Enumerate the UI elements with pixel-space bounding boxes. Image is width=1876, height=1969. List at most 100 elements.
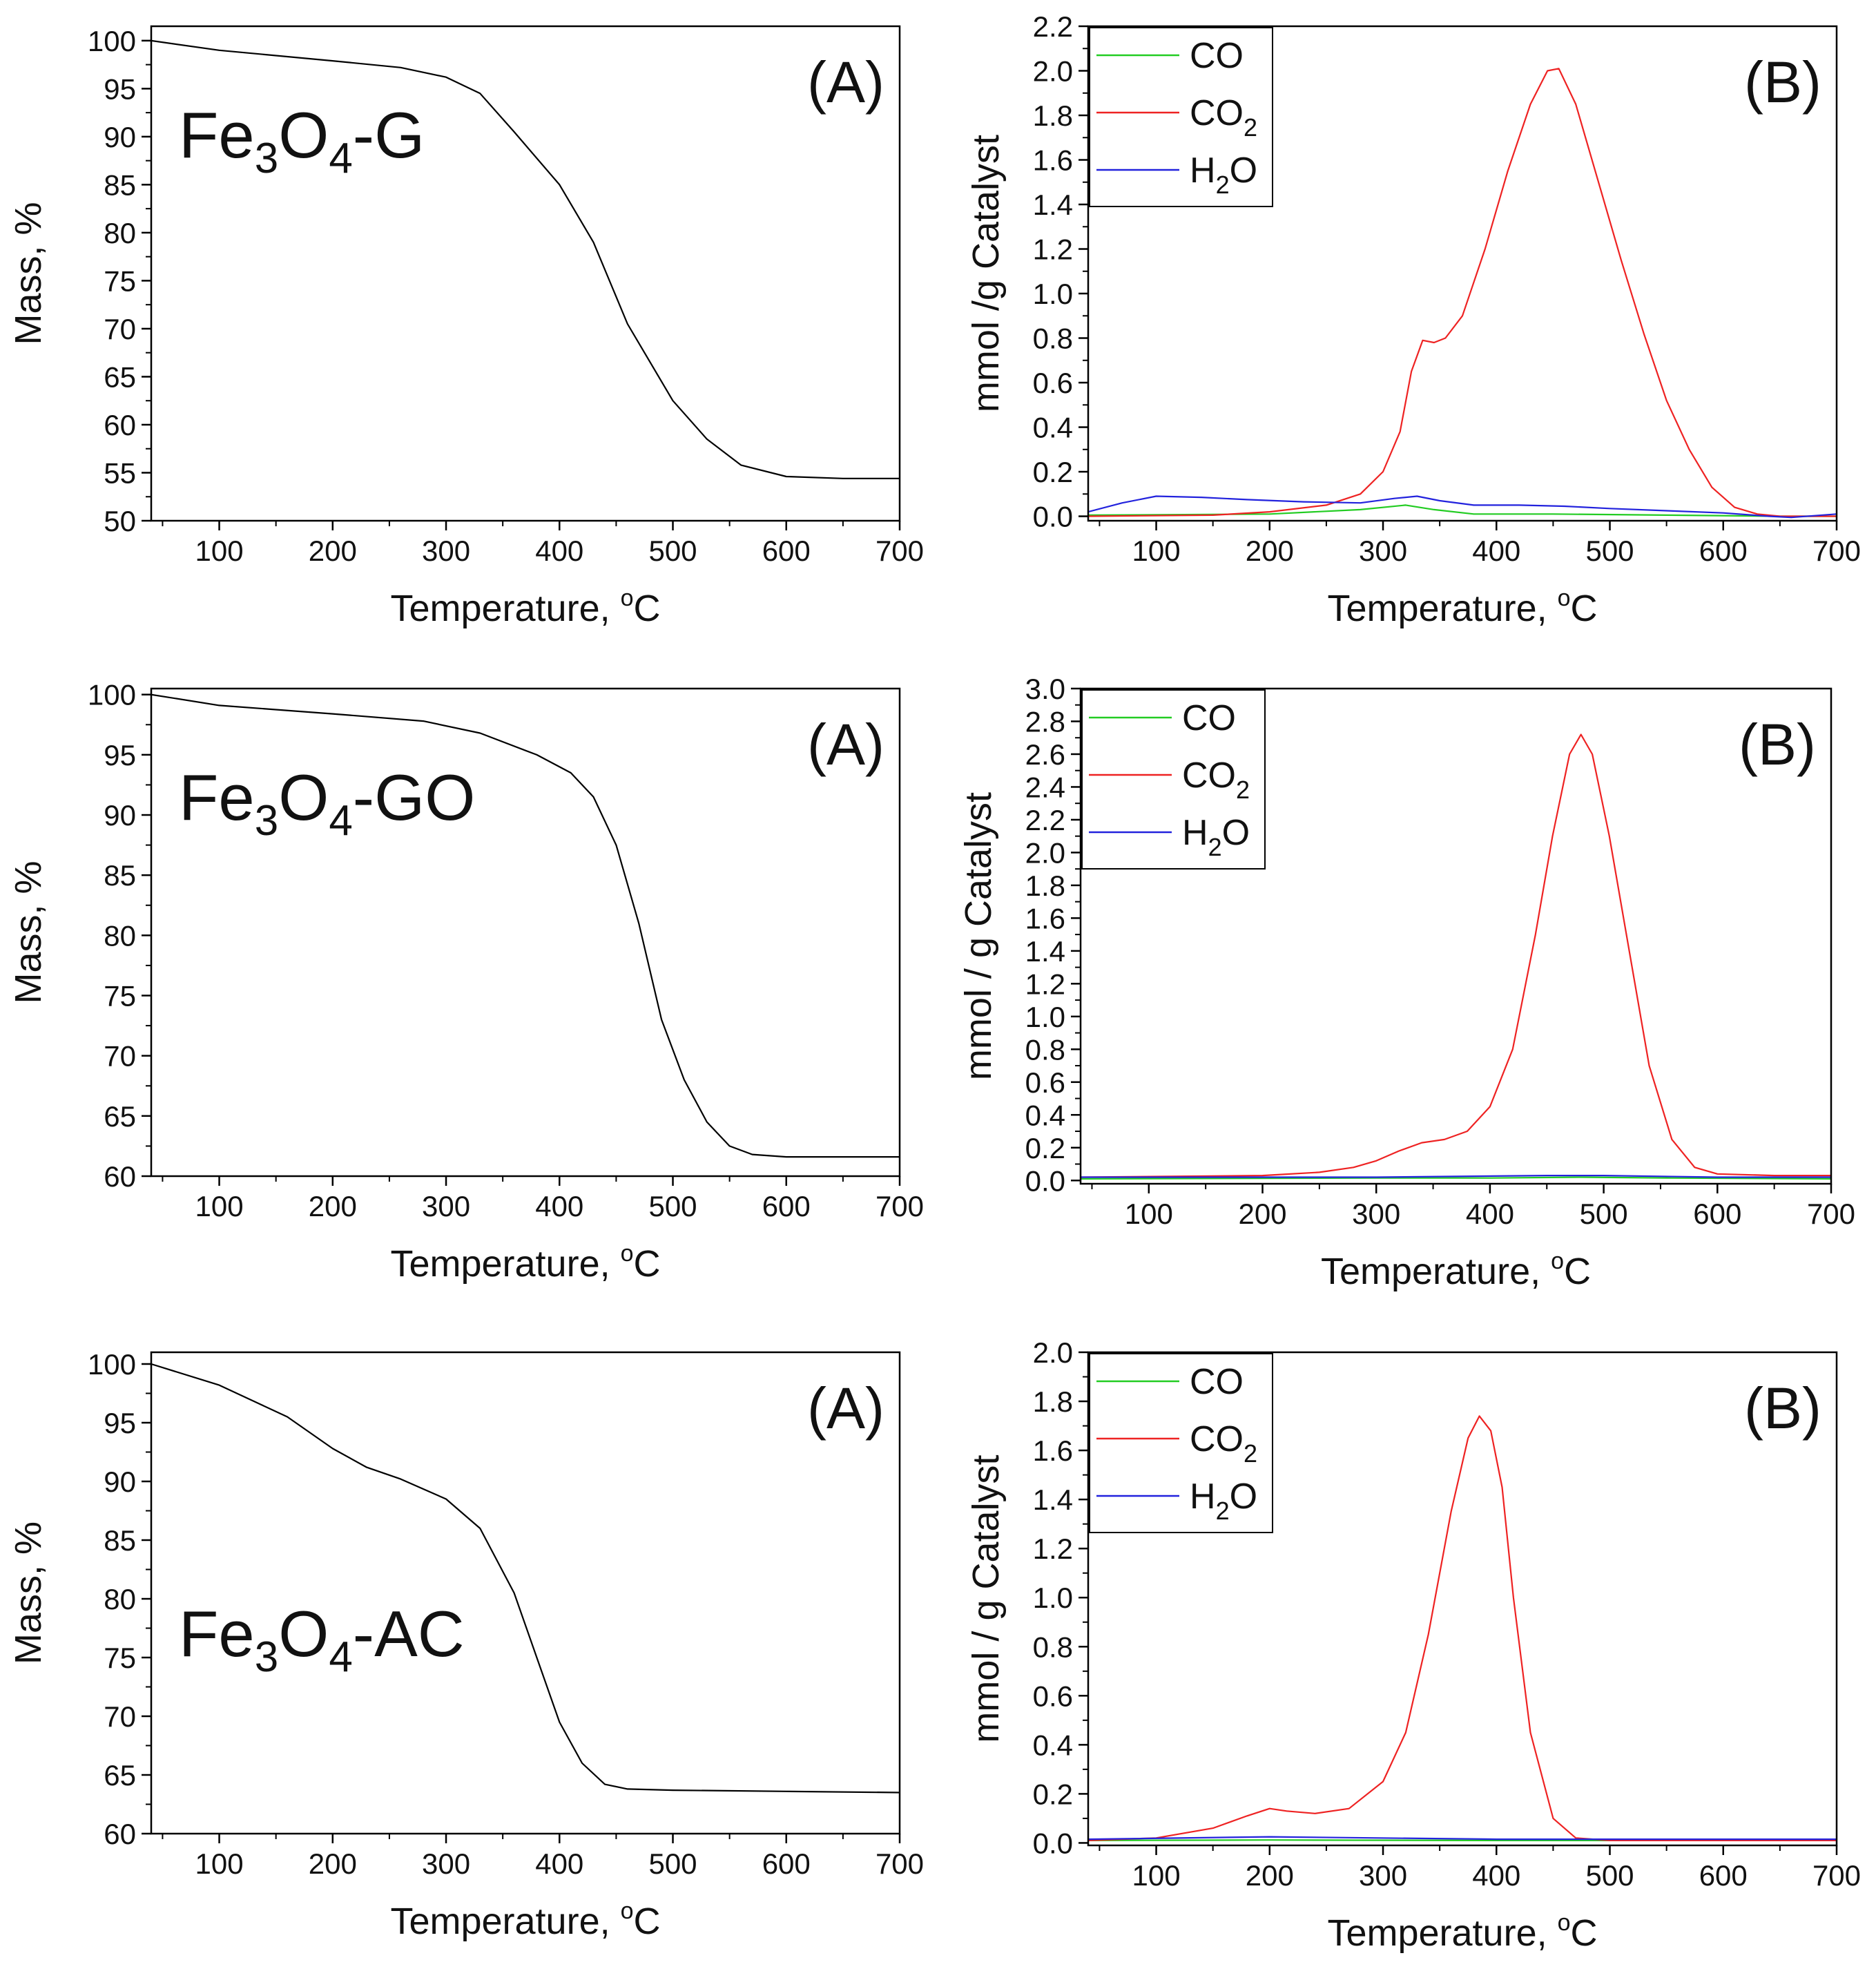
- x-tick-label: 100: [195, 1847, 244, 1880]
- x-axis-title: Temperature, oC: [1321, 1248, 1591, 1292]
- y-tick-label: 1.2: [1033, 1533, 1073, 1565]
- y-axis-title: Mass, %: [8, 202, 49, 345]
- x-tick-label: 400: [1472, 535, 1520, 567]
- x-tick-label: 200: [309, 1847, 357, 1880]
- x-tick-label: 700: [1812, 1859, 1861, 1892]
- x-tick-label: 200: [309, 535, 357, 567]
- y-tick-label: 2.4: [1025, 771, 1065, 803]
- x-axis-title: Temperature, oC: [1327, 1910, 1597, 1954]
- y-tick-label: 75: [104, 1642, 136, 1674]
- x-tick-label: 700: [1812, 535, 1861, 567]
- x-tick-label: 500: [648, 535, 697, 567]
- x-tick-label: 700: [876, 1847, 924, 1880]
- x-tick-label: 300: [1352, 1198, 1400, 1230]
- y-tick-label: 60: [104, 409, 136, 441]
- y-tick-label: 0.4: [1025, 1099, 1065, 1131]
- x-tick-label: 200: [1246, 1859, 1294, 1892]
- panel-label: (A): [807, 712, 884, 777]
- x-tick-label: 700: [876, 1190, 924, 1222]
- x-tick-label: 500: [1585, 535, 1634, 567]
- x-tick-label: 600: [762, 1847, 811, 1880]
- x-tick-label: 500: [1585, 1859, 1634, 1892]
- y-tick-label: 1.0: [1033, 278, 1073, 310]
- y-tick-label: 1.0: [1025, 1001, 1065, 1033]
- series-line-tga: [151, 1363, 900, 1794]
- series-line-tga: [151, 39, 900, 479]
- y-tick-label: 65: [104, 361, 136, 393]
- x-tick-label: 100: [1132, 535, 1181, 567]
- legend-label-h2o: H2O: [1190, 151, 1257, 199]
- x-tick-label: 200: [1238, 1198, 1286, 1230]
- x-tick-label: 300: [422, 535, 470, 567]
- y-tick-label: 1.2: [1033, 233, 1073, 266]
- y-tick-label: 0.8: [1033, 1631, 1073, 1663]
- series-line-co: [1081, 1176, 1831, 1180]
- y-tick-label: 0.0: [1025, 1164, 1065, 1197]
- y-tick-label: 95: [104, 1407, 136, 1439]
- x-tick-label: 700: [876, 535, 924, 567]
- panel-label: (A): [807, 50, 884, 115]
- y-tick-label: 80: [104, 217, 136, 249]
- y-tick-label: 90: [104, 799, 136, 832]
- series-line-h2o: [1088, 1836, 1837, 1841]
- plot-frame: [1087, 25, 1838, 522]
- y-tick-label: 0.2: [1025, 1132, 1065, 1164]
- legend-label-h2o: H2O: [1190, 1477, 1257, 1525]
- legend-label-co2: CO2: [1182, 756, 1250, 804]
- plot-frame: [150, 1351, 901, 1835]
- panel-label: (B): [1739, 712, 1816, 777]
- x-tick-label: 600: [1693, 1198, 1741, 1230]
- y-tick-label: 70: [104, 1700, 136, 1733]
- y-tick-label: 50: [104, 505, 136, 537]
- legend: CO CO2 H2O: [1089, 27, 1273, 207]
- y-tick-label: 1.8: [1033, 1385, 1073, 1418]
- y-tick-label: 2.2: [1033, 10, 1073, 43]
- x-tick-label: 600: [1699, 535, 1748, 567]
- y-tick-label: 75: [104, 265, 136, 297]
- y-tick-label: 90: [104, 1466, 136, 1498]
- y-tick-label: 70: [104, 1040, 136, 1073]
- x-tick-label: 600: [762, 535, 811, 567]
- sample-name: Fe3O4-AC: [179, 1597, 465, 1681]
- chart-panel-r1a: 100 200 300 400 500 600 700 60 65 70 75 80 85 90 95 100…: [8, 679, 924, 1285]
- x-axis-title: Temperature, oC: [390, 1240, 660, 1285]
- chart-panel-r1b: 100 200 300 400 500 600 7000.00.20.40.60.81.01…: [958, 673, 1855, 1292]
- chart-panel-r2a: 100 200 300 400 500 600 700 60 65 70 75 80 85 90 95 100…: [8, 1348, 924, 1942]
- y-tick-label: 1.6: [1025, 902, 1065, 934]
- x-tick-label: 600: [762, 1190, 811, 1222]
- y-tick-label: 70: [104, 313, 136, 345]
- legend-label-co2: CO2: [1190, 93, 1257, 142]
- y-tick-label: 1.2: [1025, 968, 1065, 1000]
- legend-label-h2o: H2O: [1182, 813, 1250, 861]
- x-tick-label: 500: [648, 1190, 697, 1222]
- x-tick-label: 200: [309, 1190, 357, 1222]
- y-tick-label: 0.0: [1033, 501, 1073, 533]
- y-tick-label: 2.6: [1025, 738, 1065, 771]
- chart-panel-r0b: 100 200 300 400 500 600 700 0.0 0.2 0.4 0.6 0.8 1.0 1…: [965, 10, 1861, 629]
- y-tick-label: 1.0: [1033, 1582, 1073, 1614]
- x-tick-label: 400: [535, 535, 583, 567]
- panel-label: (B): [1744, 50, 1821, 115]
- plot-frame: [1079, 687, 1833, 1185]
- plot-frame: [150, 25, 901, 522]
- series-line-co2: [1088, 68, 1837, 517]
- x-axis-title: Temperature, oC: [1327, 585, 1597, 629]
- x-axis-title: Temperature, oC: [390, 585, 660, 629]
- y-tick-label: 80: [104, 1583, 136, 1615]
- y-tick-label: 2.0: [1033, 1336, 1073, 1369]
- y-tick-label: 60: [104, 1818, 136, 1850]
- x-tick-label: 400: [1466, 1198, 1514, 1230]
- y-tick-label: 1.8: [1033, 99, 1073, 132]
- y-tick-label: 2.0: [1025, 836, 1065, 869]
- sample-name: Fe3O4-GO: [179, 761, 475, 845]
- y-axis-title: mmol / g Catalyst: [965, 1454, 1007, 1742]
- series-line-h2o: [1081, 1174, 1831, 1178]
- x-tick-label: 500: [1580, 1198, 1628, 1230]
- legend-box: [1089, 27, 1273, 207]
- panel-label: (A): [807, 1376, 884, 1441]
- legend-box: [1089, 1353, 1273, 1533]
- x-tick-label: 700: [1807, 1198, 1855, 1230]
- x-tick-label: 100: [1132, 1859, 1181, 1892]
- y-tick-label: 65: [104, 1759, 136, 1792]
- series-line-tga: [151, 693, 900, 1158]
